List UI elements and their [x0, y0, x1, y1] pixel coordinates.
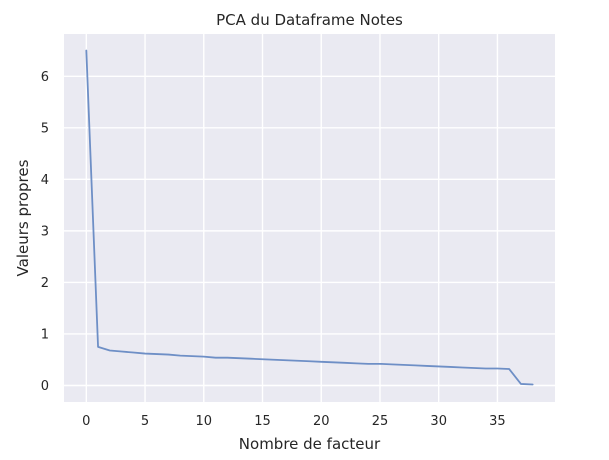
y-tick-label: 1	[41, 327, 49, 342]
y-tick-label: 0	[41, 379, 49, 394]
x-tick-label: 35	[489, 414, 506, 429]
series-layer	[85, 49, 534, 386]
eigenvalue-line	[85, 49, 534, 386]
y-tick-label: 2	[41, 276, 49, 291]
y-tick-label: 6	[41, 70, 49, 85]
y-tick-label: 4	[41, 173, 49, 188]
y-tick-label: 5	[41, 121, 49, 136]
y-tick-label: 3	[41, 224, 49, 239]
plot-area	[64, 34, 555, 402]
x-tick-label: 30	[430, 414, 447, 429]
ticks-layer: 0 5 10 15 20 25 30 35 0 1 2 3 4 5 6	[41, 70, 506, 429]
chart-title: PCA du Dataframe Notes	[216, 11, 403, 29]
x-axis-label: Nombre de facteur	[239, 435, 381, 453]
x-tick-label: 0	[82, 414, 90, 429]
x-tick-label: 10	[196, 414, 213, 429]
x-tick-label: 25	[372, 414, 389, 429]
x-tick-label: 20	[313, 414, 330, 429]
x-tick-label: 15	[254, 414, 271, 429]
grid	[64, 34, 555, 402]
x-tick-label: 5	[141, 414, 149, 429]
y-axis-label: Valeurs propres	[14, 159, 32, 276]
